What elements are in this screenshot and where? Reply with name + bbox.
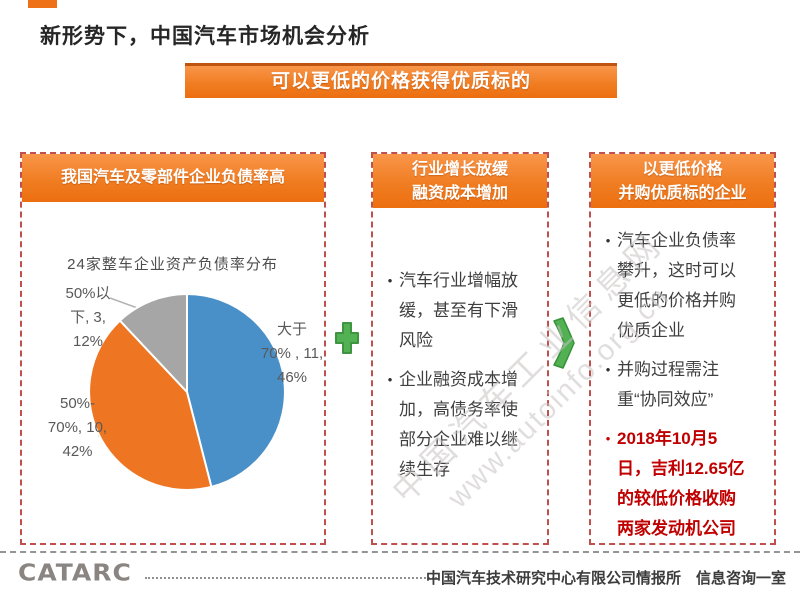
bullet-list: • 汽车企业负债率攀升，这时可以更低的价格并购优质企业 • 并购过程需注重“协同…: [599, 226, 772, 553]
catarc-logo: CATARC: [18, 559, 132, 586]
panel-debt-ratio-header: 我国汽车及零部件企业负债率高: [22, 154, 324, 202]
bullet-item: • 汽车行业增幅放缓，甚至有下滑风险: [381, 266, 545, 356]
bullet-dot: •: [387, 372, 393, 387]
bullet-item: • 并购过程需注重“协同效应”: [599, 355, 772, 415]
panel-industry-slowdown-header: 行业增长放缓 融资成本增加: [373, 154, 547, 208]
panel-industry-slowdown: 行业增长放缓 融资成本增加 • 汽车行业增幅放缓，甚至有下滑风险 • 企业融资成…: [371, 152, 549, 545]
plus-icon: [335, 322, 359, 354]
pie-slices: [88, 292, 286, 491]
bullet-dot: •: [605, 431, 611, 446]
bullet-dot: •: [605, 233, 611, 248]
header-line-1: 行业增长放缓: [411, 161, 508, 178]
panel-acquisition-header: 以更低价格 并购优质标的企业: [591, 154, 774, 208]
header-line-2: 融资成本增加: [411, 185, 508, 202]
page-title: 新形势下，中国汽车市场机会分析: [40, 25, 370, 48]
bullet-dot: •: [387, 273, 393, 288]
footer-separator: [0, 551, 800, 553]
pie-chart-title: 24家整车企业资产负债率分布: [67, 256, 278, 273]
pie-slice: [118, 292, 188, 395]
footer-dotted-line: [145, 577, 437, 579]
panel-acquisition: 以更低价格 并购优质标的企业 • 汽车企业负债率攀升，这时可以更低的价格并购优质…: [589, 152, 776, 545]
section-banner-label: 可以更低的价格获得优质标的: [270, 71, 531, 92]
top-accent-bar: [28, 0, 57, 8]
bullet-item-highlight: • 2018年10月5日，吉利12.65亿的较低价格收购两家发动机公司: [599, 424, 772, 544]
header-line-2: 并购优质标的企业: [618, 185, 747, 202]
pie-label-under-50: 50%以 下, 3, 12%: [65, 285, 111, 350]
arrow-icon: [553, 317, 575, 369]
bullet-item: • 汽车企业负债率攀升，这时可以更低的价格并购优质企业: [599, 226, 772, 346]
pie-label-50-70: 50%- 70%, 10, 42%: [47, 395, 108, 460]
bullet-dot: •: [605, 362, 611, 377]
bullet-list: • 汽车行业增幅放缓，甚至有下滑风险 • 企业融资成本增加，高债务率使部分企业难…: [381, 266, 545, 494]
bullet-item: • 企业融资成本增加，高债务率使部分企业难以继续生存: [381, 365, 545, 485]
pie-chart: [88, 292, 286, 491]
pie-slice: [88, 319, 213, 491]
header-line-1: 以更低价格: [642, 161, 723, 178]
footer-text: 中国汽车技术研究中心有限公司情报所 信息咨询一室: [425, 570, 786, 587]
section-banner: 可以更低的价格获得优质标的: [185, 63, 617, 98]
pie-label-over-70: 大于 70% , 11, 46%: [260, 321, 324, 386]
pie-slice: [186, 292, 286, 489]
